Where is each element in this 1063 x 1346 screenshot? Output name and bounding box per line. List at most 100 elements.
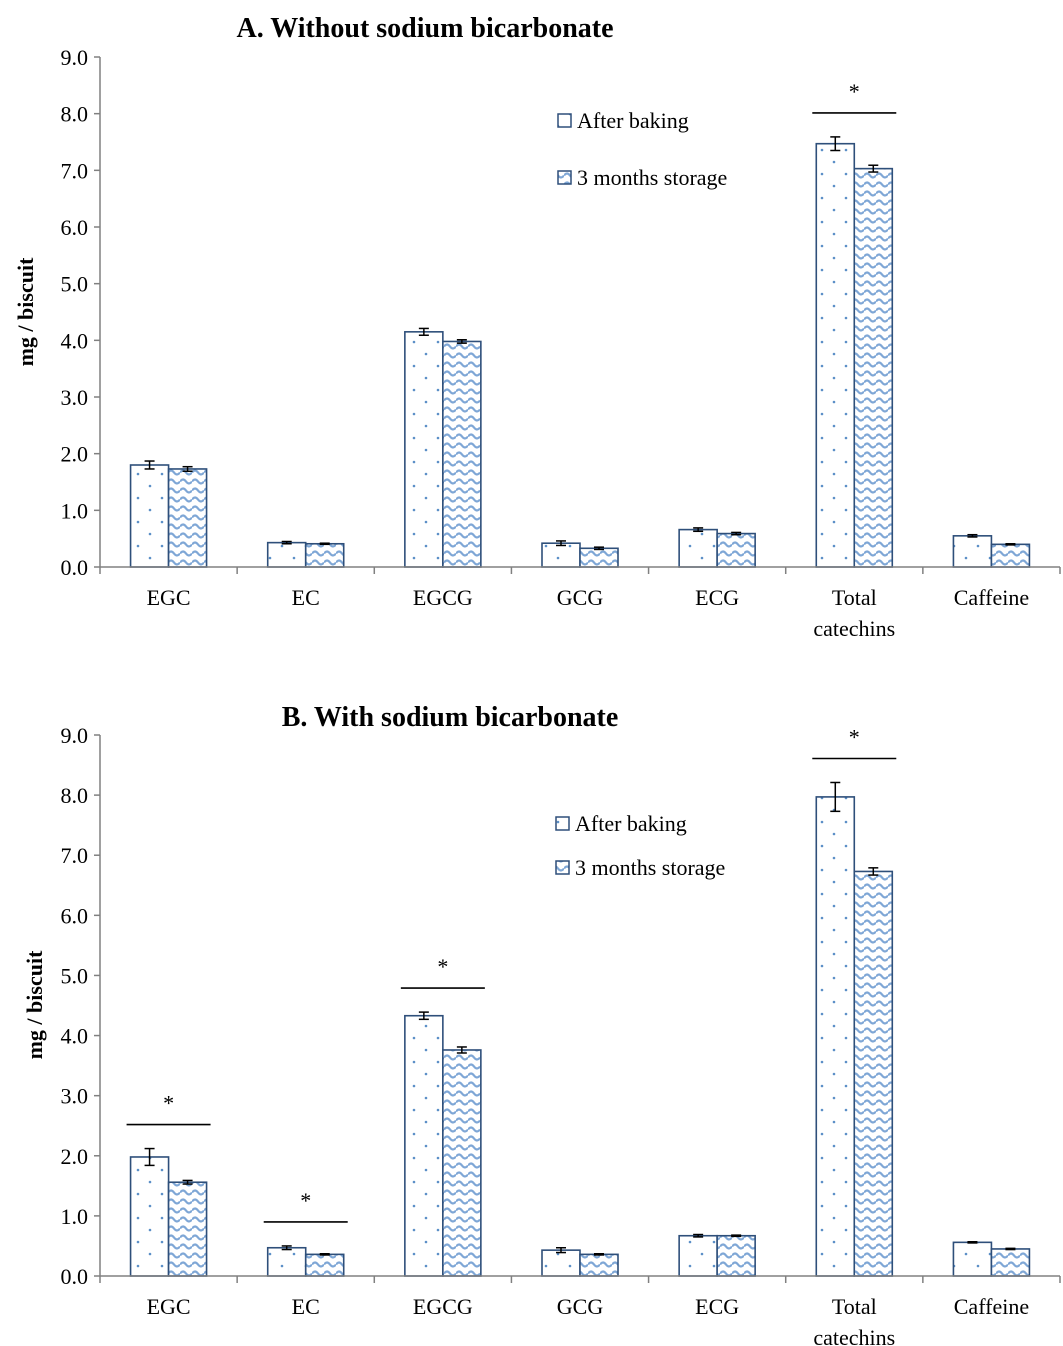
bar-gcg-3-months-storage	[579, 547, 619, 568]
bar-caffeine-3-months-storage	[990, 1248, 1031, 1277]
error-bar-total-catechins-after-baking	[830, 136, 841, 152]
bar-ecg-3-months-storage	[716, 1234, 756, 1277]
y-tick-label: 5.0	[61, 963, 89, 988]
error-bar-ec-after-baking	[281, 540, 292, 545]
legend: After baking 3 months storage	[555, 811, 725, 880]
x-tick-label-gcg: GCG	[557, 585, 604, 610]
y-tick-label: 0.0	[61, 1264, 89, 1289]
bar-total-catechins-3-months-storage	[853, 167, 894, 568]
x-tick-label-ecg: ECG	[695, 585, 739, 610]
significance-marker-total-catechins: *	[812, 79, 897, 114]
bar-gcg-after-baking	[541, 542, 581, 568]
error-bar-egc-3-months-storage	[182, 465, 193, 472]
x-tick-label-egcg: EGCG	[413, 1294, 473, 1319]
x-tick-label-total-catechins: Total catechins	[813, 585, 895, 641]
significance-star: *	[849, 724, 860, 749]
y-tick-label: 6.0	[61, 215, 89, 240]
legend-swatch-3-months-storage	[557, 170, 572, 185]
bar-ecg-after-baking	[678, 528, 718, 568]
significance-marker-ec: *	[263, 1188, 348, 1223]
bar-egcg-3-months-storage	[442, 1049, 482, 1277]
bar-egcg-3-months-storage	[442, 340, 482, 568]
error-bar-egc-after-baking	[144, 460, 155, 470]
y-tick-label: 2.0	[61, 1144, 89, 1169]
y-axis-label: mg / biscuit	[22, 950, 47, 1059]
error-bar-ecg-after-baking	[693, 1233, 704, 1238]
x-tick-label-ecg: ECG	[695, 1294, 739, 1319]
error-bar-caffeine-after-baking	[967, 533, 978, 538]
y-tick-label: 6.0	[61, 903, 89, 928]
bar-ecg-after-baking	[678, 1234, 718, 1277]
bar-gcg-3-months-storage	[579, 1253, 619, 1277]
error-bar-gcg-3-months-storage	[594, 1253, 604, 1256]
legend: After baking 3 months storage	[557, 108, 727, 190]
error-bar-caffeine-3-months-storage	[1005, 543, 1016, 546]
bar-ecg-3-months-storage	[716, 532, 756, 568]
legend-label-3-months-storage: 3 months storage	[575, 855, 725, 880]
error-bar-ecg-after-baking	[693, 527, 704, 533]
error-bar-ec-3-months-storage	[319, 1253, 330, 1256]
x-tick-label-caffeine: Caffeine	[954, 1294, 1029, 1319]
error-bar-egcg-3-months-storage	[456, 1046, 467, 1054]
panel-b-chart: B. With sodium bicarbonate mg / biscuit …	[22, 702, 1061, 1346]
error-bar-egcg-3-months-storage	[456, 339, 467, 344]
legend-label-after-baking: After baking	[575, 811, 687, 836]
bar-ec-after-baking	[266, 541, 307, 568]
x-tick-label-caffeine: Caffeine	[954, 585, 1029, 610]
bar-total-catechins-after-baking	[815, 142, 856, 568]
y-tick-label: 7.0	[61, 158, 89, 183]
significance-star: *	[849, 79, 860, 104]
bar-caffeine-after-baking	[952, 1241, 993, 1277]
error-bar-total-catechins-3-months-storage	[868, 867, 879, 876]
x-tick-label-ec: EC	[292, 1294, 320, 1319]
significance-marker-egcg: *	[400, 954, 485, 989]
y-axis-label: mg / biscuit	[13, 257, 38, 366]
y-tick-label: 4.0	[61, 328, 89, 353]
error-bar-total-catechins-3-months-storage	[868, 164, 879, 173]
significance-star: *	[437, 954, 448, 979]
bar-gcg-after-baking	[541, 1249, 581, 1277]
error-bar-ecg-3-months-storage	[731, 531, 742, 536]
error-bar-egcg-after-baking	[418, 327, 429, 336]
legend-swatch-after-baking	[557, 113, 572, 128]
y-tick-label: 3.0	[61, 1084, 89, 1109]
bar-egcg-after-baking	[404, 1014, 444, 1277]
chart-title: A. Without sodium bicarbonate	[236, 13, 613, 44]
y-tick-label: 8.0	[61, 102, 89, 127]
y-tick-label: 1.0	[61, 1204, 89, 1229]
bar-caffeine-after-baking	[952, 535, 993, 568]
bar-ec-3-months-storage	[304, 1253, 345, 1277]
legend-swatch-after-baking	[555, 816, 570, 831]
significance-marker-egc: *	[126, 1091, 211, 1126]
significance-star: *	[163, 1091, 174, 1116]
bar-total-catechins-after-baking	[815, 796, 856, 1277]
legend-label-after-baking: After baking	[577, 108, 689, 133]
error-bar-ec-3-months-storage	[319, 542, 330, 546]
bar-egcg-after-baking	[404, 331, 444, 568]
y-tick-label: 8.0	[61, 783, 89, 808]
bar-egc-after-baking	[129, 1156, 170, 1277]
significance-marker-total-catechins: *	[812, 724, 897, 760]
bar-egc-3-months-storage	[167, 468, 208, 568]
x-tick-label-ec: EC	[292, 585, 320, 610]
error-bar-gcg-after-baking	[556, 540, 566, 547]
x-tick-label-total-catechins: Total catechins	[813, 1294, 895, 1346]
y-tick-label: 2.0	[61, 442, 89, 467]
chart-title: B. With sodium bicarbonate	[282, 702, 619, 733]
legend-label-3-months-storage: 3 months storage	[577, 165, 727, 190]
error-bar-caffeine-after-baking	[967, 1240, 978, 1244]
bar-ec-3-months-storage	[304, 542, 345, 568]
error-bar-gcg-after-baking	[556, 1246, 566, 1254]
y-tick-label: 1.0	[61, 498, 89, 523]
error-bar-egc-after-baking	[144, 1147, 155, 1167]
error-bar-egc-3-months-storage	[182, 1179, 193, 1185]
y-tick-label: 9.0	[61, 45, 89, 70]
legend-swatch-3-months-storage	[555, 860, 570, 875]
y-tick-label: 3.0	[61, 385, 89, 410]
bar-total-catechins-3-months-storage	[853, 870, 894, 1277]
error-bar-caffeine-3-months-storage	[1005, 1247, 1016, 1251]
bar-egc-3-months-storage	[167, 1181, 208, 1277]
x-tick-label-egc: EGC	[147, 1294, 191, 1319]
x-tick-label-gcg: GCG	[557, 1294, 604, 1319]
